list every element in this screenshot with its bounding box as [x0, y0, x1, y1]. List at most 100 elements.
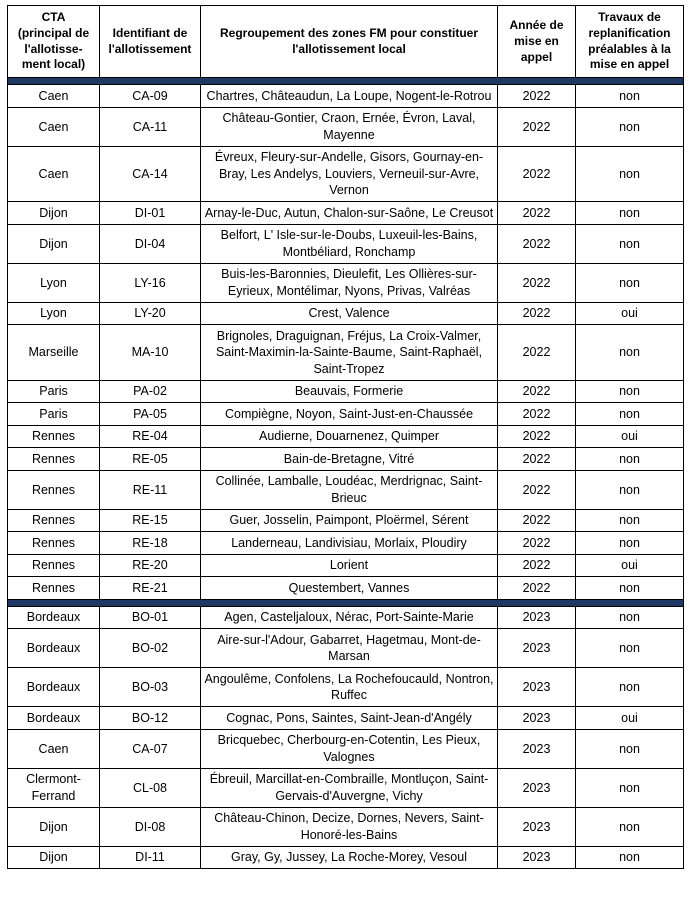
cell-zones: Questembert, Vannes [200, 576, 498, 600]
cell-id: RE-11 [99, 469, 201, 510]
cell-id: RE-04 [99, 424, 201, 449]
table-row: Rennes RE-15 Guer, Josselin, Paimpont, Plo… [7, 508, 684, 533]
cell-annee: 2023 [497, 728, 576, 769]
cell-annee: 2023 [497, 806, 576, 847]
cell-travaux: non [575, 531, 684, 555]
cell-travaux: non [575, 667, 684, 708]
cell-zones: Château-Chinon, Decize, Dornes, Nevers, … [200, 806, 498, 847]
table-row: Lyon LY-16 Buis-les-Baronnies, Dieulefit, … [7, 262, 684, 303]
cell-annee: 2022 [497, 553, 576, 578]
cell-cta: Marseille [7, 324, 100, 381]
cell-zones: Buis-les-Baronnies, Dieulefit, Les Olliè… [200, 262, 498, 303]
cell-travaux: non [575, 845, 684, 870]
table-row: Dijon DI-11 Gray, Gy, Jussey, La Roche-Mor… [7, 845, 684, 870]
cell-zones: Lorient [200, 553, 498, 578]
header-cta: CTA (principal de l'allotisse- ment loca… [7, 4, 100, 79]
cell-zones: Cognac, Pons, Saintes, Saint-Jean-d'Angé… [200, 706, 498, 730]
cell-zones: Chartres, Châteaudun, La Loupe, Nogent-l… [200, 84, 498, 108]
cell-annee: 2022 [497, 262, 576, 303]
cell-id: PA-05 [99, 402, 201, 426]
cell-cta: Dijon [7, 201, 100, 225]
cell-cta: Rennes [7, 553, 100, 578]
cell-cta: Rennes [7, 447, 100, 471]
cell-travaux: oui [575, 301, 684, 326]
table-row: Lyon LY-20 Crest, Valence 2022 oui [7, 301, 684, 326]
cell-id: CA-09 [99, 84, 201, 108]
cell-zones: Évreux, Fleury-sur-Andelle, Gisors, Gour… [200, 145, 498, 203]
cell-zones: Collinée, Lamballe, Loudéac, Merdrignac,… [200, 469, 498, 510]
separator-bar [7, 77, 684, 86]
cell-id: RE-18 [99, 531, 201, 555]
cell-cta: Caen [7, 84, 100, 108]
cell-zones: Bain-de-Bretagne, Vitré [200, 447, 498, 471]
cell-id: DI-11 [99, 845, 201, 870]
cell-annee: 2022 [497, 223, 576, 264]
cell-zones: Arnay-le-Duc, Autun, Chalon-sur-Saône, L… [200, 201, 498, 225]
cell-annee: 2022 [497, 469, 576, 510]
cell-travaux: non [575, 605, 684, 630]
cell-travaux: non [575, 145, 684, 203]
cell-annee: 2022 [497, 301, 576, 326]
cell-id: RE-15 [99, 508, 201, 533]
cell-zones: Crest, Valence [200, 301, 498, 326]
cell-annee: 2022 [497, 576, 576, 600]
cell-annee: 2022 [497, 531, 576, 555]
cell-cta: Rennes [7, 508, 100, 533]
header-travaux: Travaux de replanification préalables à … [575, 4, 684, 79]
cell-annee: 2022 [497, 84, 576, 108]
cell-id: CA-07 [99, 728, 201, 769]
cell-travaux: non [575, 576, 684, 600]
cell-annee: 2023 [497, 845, 576, 870]
cell-id: CA-11 [99, 106, 201, 147]
cell-travaux: non [575, 84, 684, 108]
table-row: Bordeaux BO-03 Angoulême, Confolens, La Ro… [7, 667, 684, 708]
cell-zones: Beauvais, Formerie [200, 379, 498, 404]
cell-id: DI-04 [99, 223, 201, 264]
cell-travaux: non [575, 379, 684, 404]
cell-id: MA-10 [99, 324, 201, 381]
cell-annee: 2023 [497, 706, 576, 730]
cell-cta: Bordeaux [7, 706, 100, 730]
cell-cta: Caen [7, 106, 100, 147]
cell-annee: 2023 [497, 767, 576, 808]
cell-id: CL-08 [99, 767, 201, 808]
cell-id: BO-01 [99, 605, 201, 630]
cell-travaux: oui [575, 424, 684, 449]
table-row: Caen CA-09 Chartres, Châteaudun, La Loupe,… [7, 84, 684, 108]
table-body: Caen CA-09 Chartres, Châteaudun, La Loupe,… [7, 77, 684, 870]
header-regroupement: Regroupement des zones FM pour constitue… [200, 4, 498, 79]
cell-id: PA-02 [99, 379, 201, 404]
table-row: Bordeaux BO-12 Cognac, Pons, Saintes, Sain… [7, 706, 684, 730]
cell-annee: 2022 [497, 447, 576, 471]
cell-zones: Gray, Gy, Jussey, La Roche-Morey, Vesoul [200, 845, 498, 870]
cell-zones: Compiègne, Noyon, Saint-Just-en-Chaussée [200, 402, 498, 426]
cell-cta: Bordeaux [7, 628, 100, 669]
cell-travaux: non [575, 806, 684, 847]
header-identifiant: Identifiant de l'allotissement [99, 4, 201, 79]
cell-travaux: non [575, 223, 684, 264]
cell-annee: 2022 [497, 379, 576, 404]
cell-travaux: non [575, 402, 684, 426]
cell-zones: Château-Gontier, Craon, Ernée, Évron, La… [200, 106, 498, 147]
cell-zones: Ébreuil, Marcillat-en-Combraille, Montlu… [200, 767, 498, 808]
cell-cta: Rennes [7, 469, 100, 510]
separator-row [7, 598, 684, 607]
cell-cta: Bordeaux [7, 667, 100, 708]
cell-annee: 2023 [497, 667, 576, 708]
cell-annee: 2022 [497, 424, 576, 449]
cell-cta: Lyon [7, 301, 100, 326]
cell-id: BO-12 [99, 706, 201, 730]
cell-cta: Paris [7, 379, 100, 404]
cell-travaux: non [575, 767, 684, 808]
cell-annee: 2023 [497, 605, 576, 630]
cell-id: DI-01 [99, 201, 201, 225]
cell-annee: 2023 [497, 628, 576, 669]
cell-zones: Agen, Casteljaloux, Nérac, Port-Sainte-M… [200, 605, 498, 630]
separator-row [7, 77, 684, 86]
table-row: Rennes RE-05 Bain-de-Bretagne, Vitré 2022 no… [7, 447, 684, 471]
cell-annee: 2022 [497, 106, 576, 147]
header-annee: Année de mise en appel [497, 4, 576, 79]
cell-travaux: non [575, 324, 684, 381]
cell-travaux: non [575, 728, 684, 769]
